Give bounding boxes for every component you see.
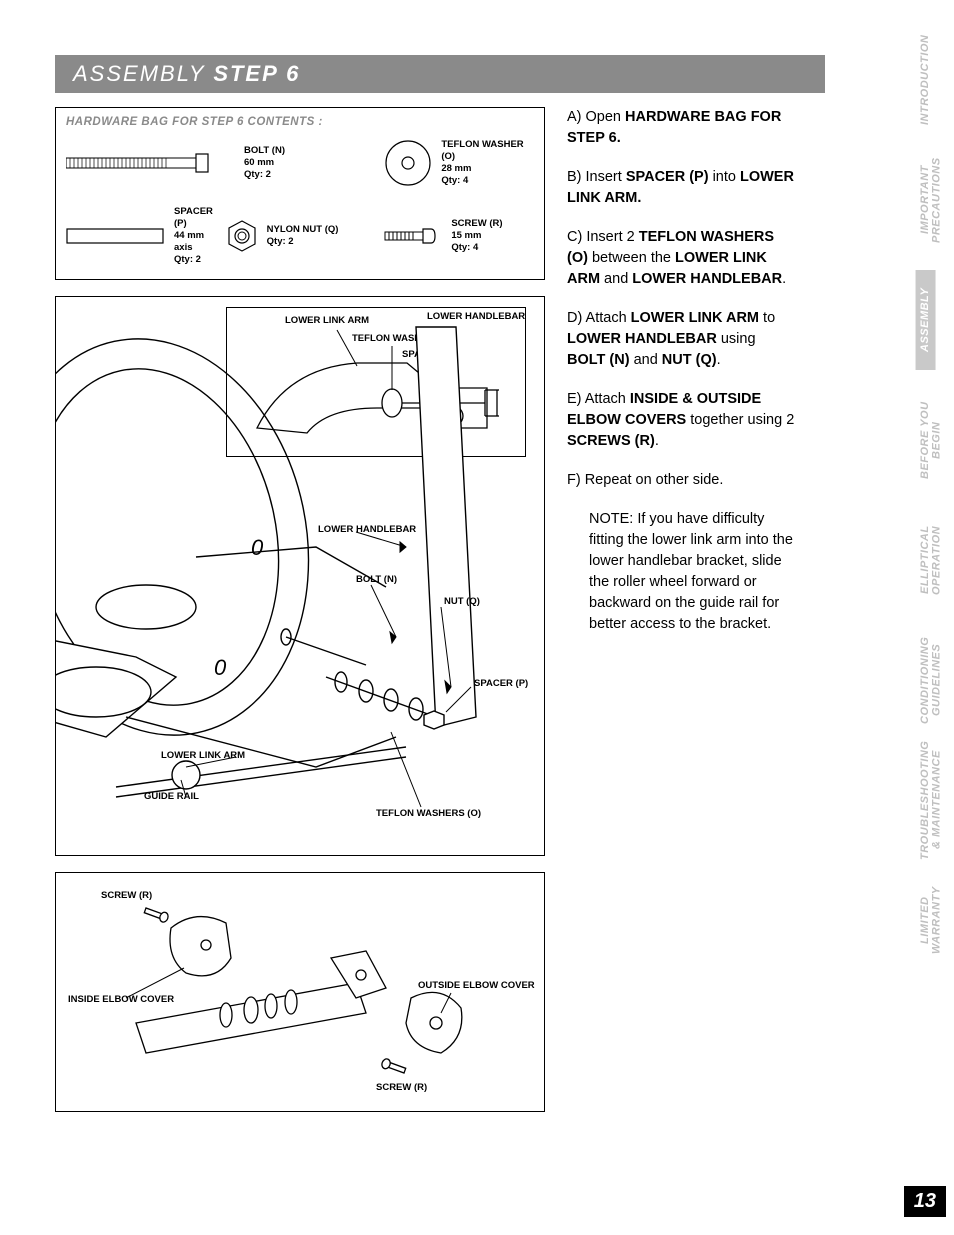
tab-conditioning[interactable]: CONDITIONING GUIDELINES (916, 630, 947, 730)
elbow-drawing (56, 873, 544, 1111)
hw-washer-spec: 28 mm (441, 163, 534, 175)
machine-drawing: 0 0 (56, 297, 544, 855)
instr-b: B) Insert SPACER (P) into LOWER LINK ARM… (567, 167, 797, 209)
hardware-contents-box: HARDWARE BAG FOR STEP 6 CONTENTS : BOLT (55, 107, 545, 280)
tab-assembly[interactable]: ASSEMBLY (916, 270, 936, 370)
lbl-two: TEFLON WASHERS (O) (376, 809, 481, 819)
nut-icon (225, 219, 259, 253)
hw-item-bolt: BOLT (N) 60 mm Qty: 2 (66, 138, 375, 188)
section-tabs: INTRODUCTION IMPORTANT PRECAUTIONS ASSEM… (916, 30, 954, 990)
elbow-cover-diagram: SCREW (R) INSIDE ELBOW COVER OUTSIDE ELB… (55, 872, 545, 1112)
lbl-spacerp: SPACER (P) (474, 679, 528, 689)
hardware-box-title: HARDWARE BAG FOR STEP 6 CONTENTS : (66, 116, 534, 128)
svg-text:0: 0 (214, 655, 227, 680)
washer-icon (383, 138, 433, 188)
svg-text:0: 0 (251, 535, 264, 560)
lbl-guide: GUIDE RAIL (144, 792, 199, 802)
section-title: ASSEMBLY STEP 6 (55, 55, 825, 93)
instr-d: D) Attach LOWER LINK ARM to LOWER HANDLE… (567, 308, 797, 371)
lbl-boltn: BOLT (N) (356, 575, 397, 585)
tab-warranty[interactable]: LIMITED WARRANTY (916, 870, 947, 970)
assembly-diagram-main: LOWER LINK ARM LOWER HANDLEBAR TEFLON WA… (55, 296, 545, 856)
spacer-icon (66, 225, 166, 247)
bolt-icon (66, 150, 236, 176)
instructions-column: A) Open HARDWARE BAG FOR STEP 6. B) Inse… (567, 107, 797, 1112)
lbl-nutq: NUT (Q) (444, 597, 480, 607)
lbl-lhb-mid: LOWER HANDLEBAR (318, 525, 416, 535)
hw-spacer-spec: 44 mm axis (174, 230, 217, 254)
hw-spacer-qty: Qty: 2 (174, 254, 217, 266)
screw-icon (383, 226, 443, 246)
lbl-lla-bot: LOWER LINK ARM (161, 751, 245, 761)
instr-a: A) Open HARDWARE BAG FOR STEP 6. (567, 107, 797, 149)
hw-screw-name: SCREW (R) (451, 218, 502, 230)
hw-bolt-spec: 60 mm (244, 157, 285, 169)
lbl-outside-elbow: OUTSIDE ELBOW COVER (418, 981, 535, 991)
tab-precautions[interactable]: IMPORTANT PRECAUTIONS (916, 150, 947, 250)
hw-bolt-qty: Qty: 2 (244, 169, 285, 181)
hw-screw-spec: 15 mm (451, 230, 502, 242)
hw-washer-name: TEFLON WASHER (O) (441, 139, 534, 163)
hw-screw-qty: Qty: 4 (451, 242, 502, 254)
instr-f: F) Repeat on other side. (567, 470, 797, 491)
title-bold: STEP 6 (213, 61, 300, 86)
hw-item-washer: TEFLON WASHER (O) 28 mm Qty: 4 (383, 138, 534, 188)
hw-spacer-name: SPACER (P) (174, 206, 217, 230)
tab-before-begin[interactable]: BEFORE YOU BEGIN (916, 390, 947, 490)
tab-elliptical-op[interactable]: ELLIPTICAL OPERATION (916, 510, 947, 610)
lbl-screw-top: SCREW (R) (101, 891, 152, 901)
title-prefix: ASSEMBLY (73, 61, 213, 86)
hw-item-spacer: SPACER (P) 44 mm axis Qty: 2 (66, 206, 217, 265)
hw-washer-qty: Qty: 4 (441, 175, 534, 187)
hw-item-screw: SCREW (R) 15 mm Qty: 4 (383, 206, 534, 265)
tab-introduction[interactable]: INTRODUCTION (916, 30, 936, 130)
hw-nut-qty: Qty: 2 (267, 236, 339, 248)
hw-nut-name: NYLON NUT (Q) (267, 224, 339, 236)
hw-bolt-name: BOLT (N) (244, 145, 285, 157)
lbl-inside-elbow: INSIDE ELBOW COVER (68, 995, 174, 1005)
tab-troubleshoot[interactable]: TROUBLESHOOTING & MAINTENANCE (916, 750, 947, 850)
page-number: 13 (904, 1186, 946, 1217)
lbl-screw-bot: SCREW (R) (376, 1083, 427, 1093)
instr-e: E) Attach INSIDE & OUTSIDE ELBOW COVERS … (567, 389, 797, 452)
instr-c: C) Insert 2 TEFLON WASHERS (O) between t… (567, 227, 797, 290)
instr-note: NOTE: If you have difficulty fitting the… (589, 509, 797, 635)
hw-item-nut: NYLON NUT (Q) Qty: 2 (225, 206, 376, 265)
